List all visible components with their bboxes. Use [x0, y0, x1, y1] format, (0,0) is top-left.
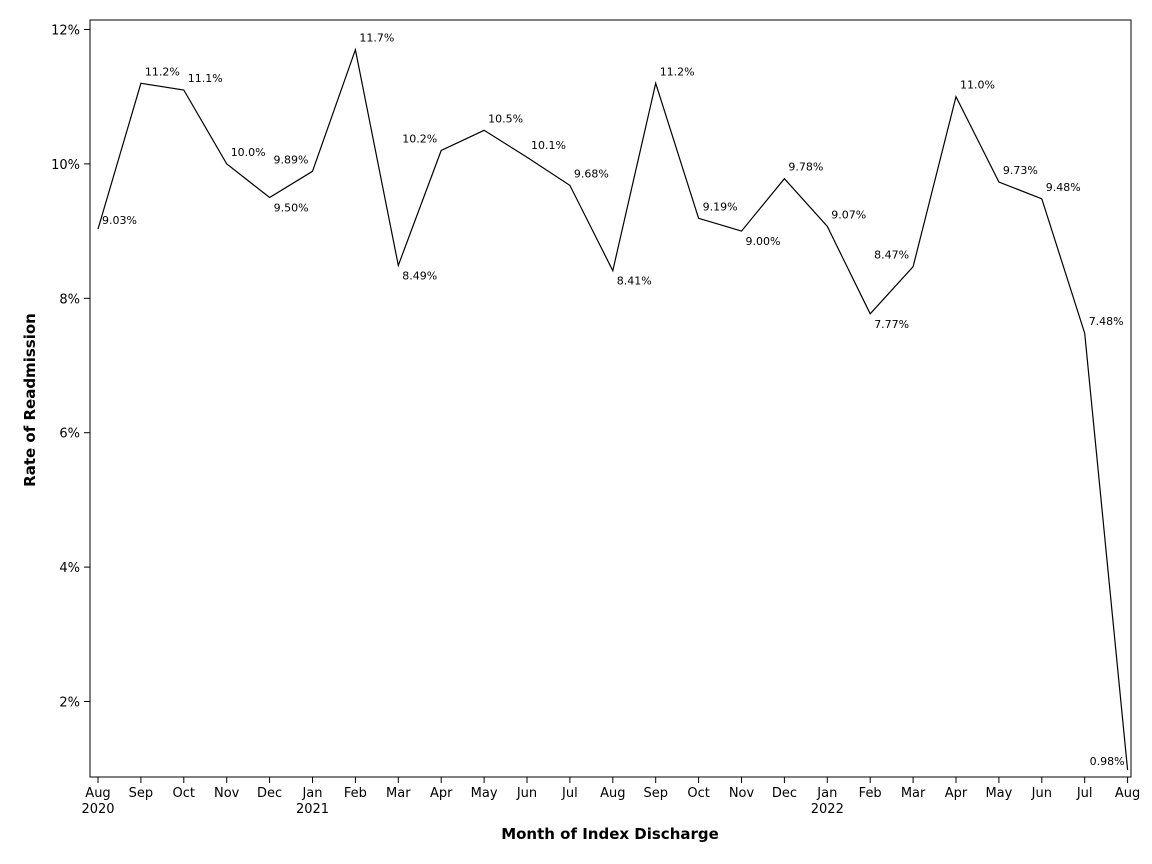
x-tick-year-label: 2021: [296, 802, 329, 817]
x-tick-label: Mar: [901, 786, 926, 801]
data-label: 7.48%: [1089, 315, 1124, 328]
data-label: 8.47%: [874, 249, 909, 262]
data-label: 9.73%: [1003, 164, 1038, 177]
x-tick-label: Sep: [643, 786, 668, 801]
series-line: [97, 47, 1129, 771]
x-tick-label: Apr: [430, 786, 453, 801]
x-tick-label: Aug: [85, 786, 110, 801]
x-tick-label: Apr: [945, 786, 968, 801]
data-label: 8.49%: [402, 269, 437, 282]
x-tick-label: May: [985, 786, 1012, 801]
x-tick-label: May: [471, 786, 498, 801]
x-tick-label: Oct: [687, 786, 709, 801]
data-label: 10.0%: [231, 146, 266, 159]
data-label: 9.68%: [574, 167, 609, 180]
data-label: 9.00%: [746, 235, 781, 248]
data-label: 11.2%: [145, 65, 180, 78]
data-label: 11.7%: [359, 32, 394, 45]
data-label: 8.41%: [617, 275, 652, 288]
data-label: 9.89%: [274, 153, 309, 166]
y-axis-title: Rate of Readmission: [21, 313, 39, 487]
data-label: 9.07%: [831, 208, 866, 221]
data-label: 11.1%: [188, 72, 223, 85]
data-label: 9.50%: [274, 202, 309, 215]
x-tick-label: Jul: [561, 786, 578, 801]
data-label: 9.19%: [703, 200, 738, 213]
data-labels: 9.03% 11.2% 11.1% 10.0% 9.50% 9.89% 11.7% 8.49%…: [102, 32, 1125, 768]
x-tick-label: Nov: [729, 786, 755, 801]
x-tick-label: Jul: [1076, 786, 1093, 801]
x-axis-title: Month of Index Discharge: [501, 825, 719, 843]
x-tick-label: Aug: [600, 786, 625, 801]
x-tick-label: Dec: [772, 786, 797, 801]
x-tick-label: Jan: [816, 786, 837, 801]
data-label: 10.5%: [488, 112, 523, 125]
y-axis: 2% 4% 6% 8% 10% 12%: [51, 24, 90, 711]
x-tick-label: Nov: [214, 786, 240, 801]
x-tick-label: Jun: [516, 786, 537, 801]
data-label: 11.2%: [660, 65, 695, 78]
data-label: 7.77%: [874, 318, 909, 331]
x-tick-year-label: 2022: [811, 802, 844, 817]
data-label: 9.03%: [102, 214, 137, 227]
x-tick-year-label: 2020: [81, 802, 114, 817]
x-tick-label: Aug: [1115, 786, 1140, 801]
data-label: 0.98%: [1090, 755, 1125, 768]
plot-frame: [89, 19, 1132, 778]
x-tick-label: Mar: [386, 786, 411, 801]
series-rate-of-readmission: [97, 47, 1129, 771]
x-tick-label: Oct: [173, 786, 195, 801]
data-label: 9.48%: [1046, 181, 1081, 194]
y-tick-label: 8%: [59, 292, 80, 307]
y-tick-label: 2%: [59, 696, 80, 711]
x-tick-label: Jun: [1031, 786, 1052, 801]
data-label: 10.1%: [531, 139, 566, 152]
y-tick-label: 6%: [59, 427, 80, 442]
y-tick-label: 10%: [51, 158, 80, 173]
x-tick-label: Sep: [129, 786, 154, 801]
x-tick-label: Feb: [344, 786, 367, 801]
data-label: 10.2%: [402, 132, 437, 145]
x-tick-label: Dec: [257, 786, 282, 801]
data-label: 11.0%: [960, 79, 995, 92]
y-tick-label: 12%: [51, 24, 80, 39]
x-tick-label: Jan: [301, 786, 322, 801]
data-label: 9.78%: [788, 161, 823, 174]
x-tick-label: Feb: [859, 786, 882, 801]
y-tick-label: 4%: [59, 561, 80, 576]
